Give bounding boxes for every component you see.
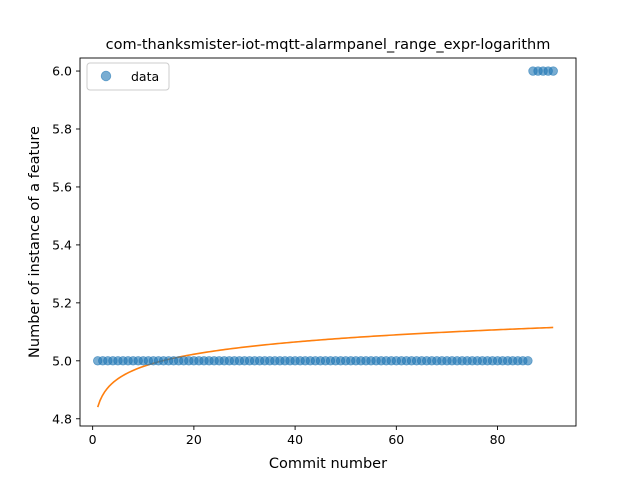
data-point	[548, 66, 558, 76]
x-tick-label: 0	[89, 432, 97, 447]
legend-marker-data	[100, 70, 112, 82]
y-tick-label: 5.0	[52, 353, 72, 368]
y-tick-label: 4.8	[52, 411, 72, 426]
x-tick-label: 20	[186, 432, 202, 447]
legend-box	[86, 62, 170, 91]
y-axis-ticks: 4.8 5.0 5.2 5.4 5.6 5.8 6.0	[52, 64, 80, 426]
y-tick-label: 5.2	[52, 295, 72, 310]
y-tick-label: 5.6	[52, 179, 72, 194]
data-point	[523, 356, 533, 366]
legend-label-data: data	[131, 69, 159, 84]
y-axis-label: Number of instance of a feature	[27, 126, 43, 358]
chart-title: com-thanksmister-iot-mqtt-alarmpanel_ran…	[106, 37, 551, 53]
y-tick-label: 6.0	[52, 64, 72, 79]
x-tick-label: 60	[388, 432, 404, 447]
plot-area	[93, 66, 558, 408]
x-tick-label: 40	[287, 432, 303, 447]
x-axis-label: Commit number	[269, 456, 387, 472]
data-points-layer	[93, 66, 558, 366]
axes-frame	[79, 57, 577, 427]
y-tick-label: 5.4	[52, 237, 72, 252]
legend: data	[86, 62, 170, 91]
x-tick-label: 80	[490, 432, 506, 447]
x-axis-ticks: 0 20 40 60 80	[89, 426, 506, 447]
y-tick-label: 5.8	[52, 121, 72, 136]
